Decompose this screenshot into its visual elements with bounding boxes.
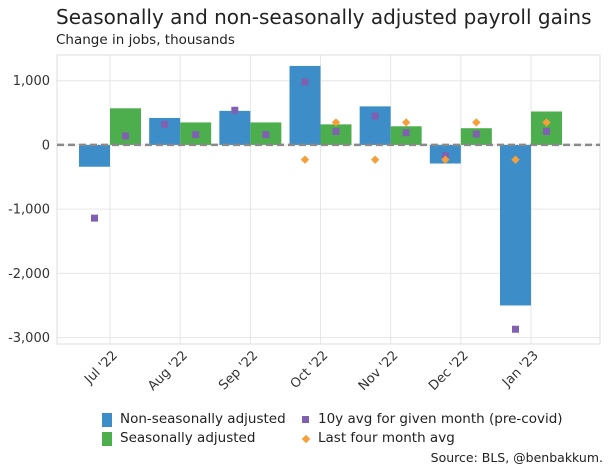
plot-area: [56, 54, 601, 345]
marker-10y-avg: [91, 214, 98, 222]
bar-nsa: [359, 106, 391, 145]
bar-nsa: [500, 144, 531, 306]
marker-10y-avg: [472, 130, 480, 138]
source-note: Source: BLS, @benbakkum.: [430, 450, 603, 465]
payroll-chart: -3,000 -2,000 -1,000 0 1,000 Jul '22 Aug '22 Se…: [8, 54, 601, 394]
legend-swatch-sa: [102, 432, 112, 446]
marker-10y-avg: [192, 131, 200, 139]
y-tick-label: 0: [42, 138, 50, 153]
x-tick-label: Aug '22: [145, 348, 191, 394]
marker-10y-avg: [301, 78, 309, 86]
marker-10y-avg: [122, 132, 129, 140]
legend-label-sa: Seasonally adjusted: [120, 430, 256, 446]
marker-last-four: [370, 155, 380, 164]
x-tick-label: Oct '22: [288, 348, 332, 392]
y-tick-label: -1,000: [8, 203, 50, 218]
chart-subtitle: Change in jobs, thousands: [56, 32, 235, 48]
bar-nsa: [79, 144, 110, 167]
marker-last-four: [441, 155, 450, 164]
legend-label-nsa: Non-seasonally adjusted: [120, 411, 286, 427]
marker-last-four: [401, 118, 411, 127]
legend-marker-10y-avg: [302, 416, 309, 423]
bar-sa: [110, 108, 141, 145]
legend: Non-seasonally adjusted Seasonally adjus…: [102, 411, 572, 451]
marker-last-four: [472, 118, 481, 127]
legend-marker-last-four: [301, 434, 311, 444]
x-tick-label: Jul '22: [81, 348, 121, 388]
marker-last-four: [511, 155, 520, 164]
marker-last-four: [542, 118, 551, 127]
x-tick-label: Sep '22: [216, 348, 261, 393]
marker-last-four: [300, 155, 310, 164]
x-tick-label: Jan '23: [499, 348, 542, 391]
bar-nsa: [219, 110, 251, 145]
y-tick-label: 1,000: [13, 74, 50, 89]
legend-label-last-four: Last four month avg: [318, 430, 455, 446]
marker-10y-avg: [371, 112, 379, 120]
chart-title: Seasonally and non-seasonally adjusted p…: [56, 5, 592, 29]
marker-10y-avg: [332, 127, 340, 135]
y-tick-label: -3,000: [8, 331, 50, 346]
x-tick-label: Dec '22: [426, 348, 472, 394]
y-tick-label: -2,000: [8, 267, 50, 282]
marker-10y-avg: [262, 131, 270, 139]
x-tick-label: Nov '22: [356, 348, 402, 394]
marker-10y-avg: [231, 106, 239, 114]
legend-swatch-nsa: [102, 413, 112, 427]
bar-nsa: [289, 65, 321, 145]
marker-last-four: [331, 118, 341, 127]
legend-label-10y-avg: 10y avg for given month (pre-covid): [318, 411, 563, 427]
marker-10y-avg: [161, 120, 169, 128]
marker-10y-avg: [543, 127, 550, 135]
marker-10y-avg: [402, 129, 410, 137]
marker-10y-avg: [512, 325, 519, 333]
